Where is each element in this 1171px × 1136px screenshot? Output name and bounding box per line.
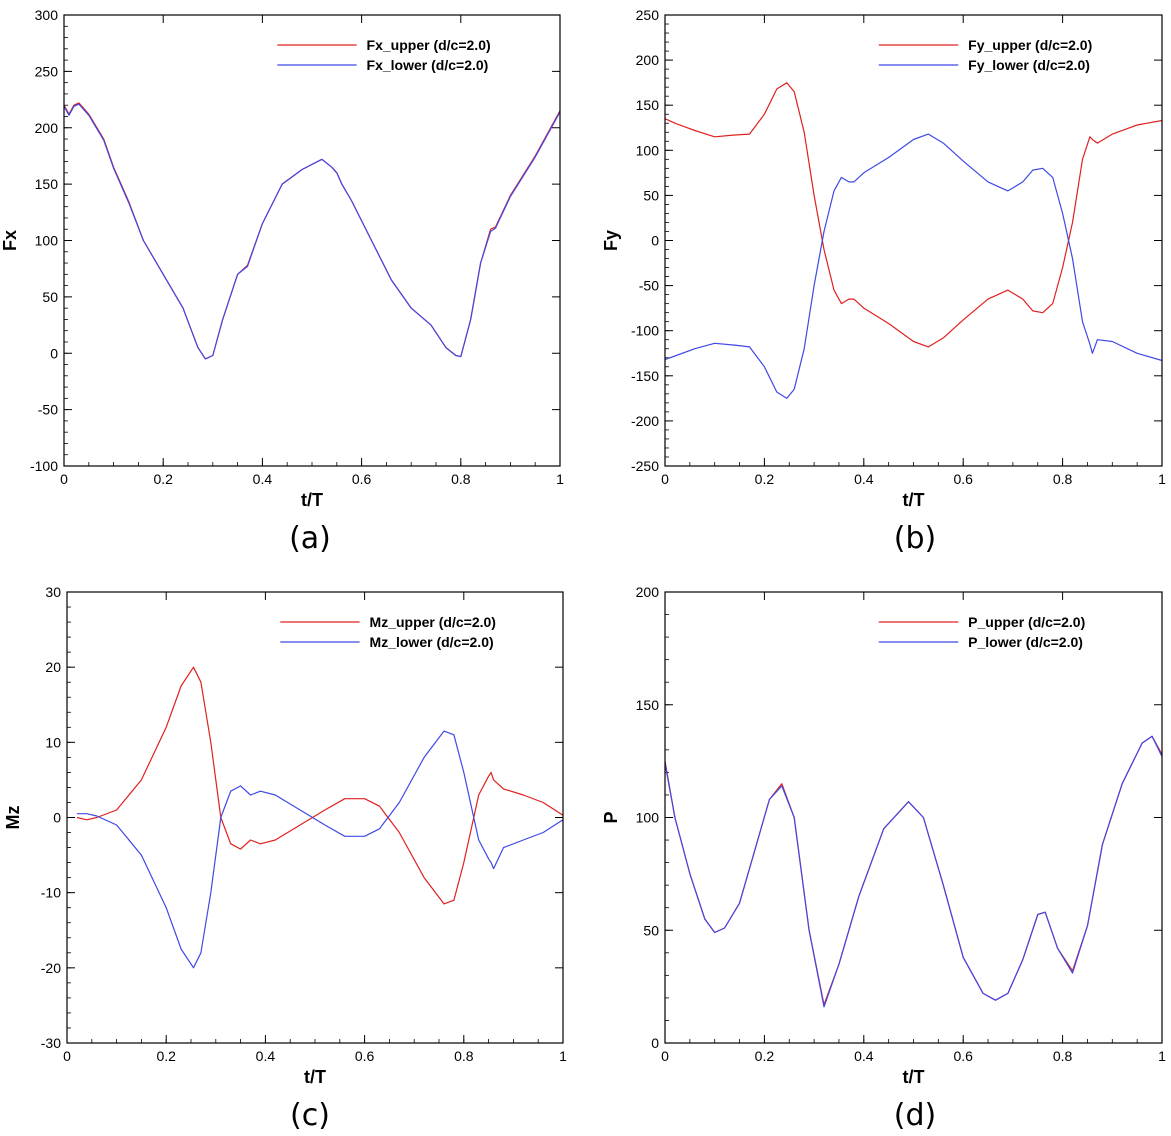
panel-caption: (c) bbox=[290, 1098, 330, 1133]
x-tick-label: 0.4 bbox=[256, 1048, 276, 1064]
x-tick-label: 0.6 bbox=[355, 1048, 375, 1064]
x-tick-label: 0.6 bbox=[953, 471, 973, 487]
plot-frame bbox=[63, 14, 561, 467]
y-tick-label: -100 bbox=[631, 323, 659, 339]
y-tick-label: -30 bbox=[41, 1035, 61, 1051]
x-tick-label: 0 bbox=[661, 471, 669, 487]
x-tick-label: 0.8 bbox=[451, 471, 471, 487]
y-tick-label: 100 bbox=[35, 233, 59, 249]
y-tick-label: 10 bbox=[45, 734, 61, 750]
x-tick-label: 0 bbox=[60, 471, 68, 487]
y-tick-label: -150 bbox=[631, 368, 659, 384]
legend-label: Mz_upper (d/c=2.0) bbox=[370, 614, 496, 630]
x-axis-label: t/T bbox=[903, 490, 925, 510]
plot-frame bbox=[66, 591, 564, 1044]
legend-label: Fx_upper (d/c=2.0) bbox=[367, 37, 491, 53]
series-line-upper bbox=[664, 82, 1163, 348]
x-tick-label: 0.2 bbox=[156, 1048, 176, 1064]
x-axis-label: t/T bbox=[301, 490, 323, 510]
y-tick-label: 100 bbox=[636, 142, 660, 158]
y-tick-label: 150 bbox=[636, 97, 660, 113]
x-axis-label: t/T bbox=[903, 1067, 925, 1087]
x-tick-label: 0.4 bbox=[854, 471, 874, 487]
y-tick-label: -10 bbox=[41, 885, 61, 901]
y-tick-label: 200 bbox=[35, 120, 59, 136]
y-tick-label: 150 bbox=[636, 697, 660, 713]
y-tick-label: 0 bbox=[50, 345, 58, 361]
x-tick-label: 1 bbox=[556, 471, 564, 487]
y-tick-label: -50 bbox=[639, 278, 659, 294]
legend-label: Fy_upper (d/c=2.0) bbox=[968, 37, 1092, 53]
y-tick-label: -100 bbox=[30, 458, 58, 474]
y-axis-label: Mz bbox=[3, 806, 23, 830]
panel-c: 0 0.2 0.4 0.6 0.8 1 -30 -20 -10 0 10 20 30 Mz_upper (… bbox=[3, 584, 567, 1133]
x-tick-label: 0.6 bbox=[352, 471, 372, 487]
plot-frame bbox=[664, 591, 1163, 1044]
y-axis-label: P bbox=[601, 811, 621, 823]
y-tick-label: 200 bbox=[636, 52, 660, 68]
x-tick-label: 0.4 bbox=[253, 471, 273, 487]
y-tick-label: 20 bbox=[45, 659, 61, 675]
x-tick-label: 0.2 bbox=[755, 471, 775, 487]
legend-label: Fy_lower (d/c=2.0) bbox=[968, 57, 1090, 73]
series-line-lower bbox=[664, 735, 1163, 1008]
series-line-lower bbox=[664, 133, 1163, 399]
y-tick-label: -200 bbox=[631, 413, 659, 429]
y-tick-label: -250 bbox=[631, 458, 659, 474]
y-tick-label: 0 bbox=[651, 1035, 659, 1051]
series-line-upper bbox=[76, 666, 564, 905]
x-axis-label: t/T bbox=[304, 1067, 326, 1087]
y-tick-label: 0 bbox=[651, 233, 659, 249]
x-tick-label: 0.4 bbox=[854, 1048, 874, 1064]
y-tick-label: 250 bbox=[636, 7, 660, 23]
x-tick-label: 0.6 bbox=[953, 1048, 973, 1064]
panel-b: 0 0.2 0.4 0.6 0.8 1 -250 -200 -150 -100 -50 0 50 100 1… bbox=[601, 7, 1166, 556]
series-line-upper bbox=[63, 102, 561, 360]
y-tick-label: 300 bbox=[35, 7, 59, 23]
legend-label: Fx_lower (d/c=2.0) bbox=[367, 57, 489, 73]
y-tick-label: 250 bbox=[35, 63, 59, 79]
x-tick-label: 0.8 bbox=[1053, 1048, 1073, 1064]
panel-caption: (b) bbox=[894, 521, 936, 556]
y-tick-label: 200 bbox=[636, 584, 660, 600]
series-line-upper bbox=[664, 735, 1163, 1006]
y-tick-label: 50 bbox=[643, 187, 659, 203]
series-line-lower bbox=[76, 730, 564, 969]
plot-frame bbox=[664, 14, 1163, 467]
x-tick-label: 0.8 bbox=[1053, 471, 1073, 487]
y-tick-label: 50 bbox=[42, 289, 58, 305]
x-tick-label: 0 bbox=[63, 1048, 71, 1064]
series-line-lower bbox=[63, 103, 561, 360]
legend-label: Mz_lower (d/c=2.0) bbox=[370, 634, 494, 650]
y-tick-label: -50 bbox=[38, 402, 58, 418]
x-tick-label: 0.8 bbox=[454, 1048, 474, 1064]
x-tick-label: 0.2 bbox=[755, 1048, 775, 1064]
legend-label: P_lower (d/c=2.0) bbox=[968, 634, 1083, 650]
y-tick-label: 100 bbox=[636, 810, 660, 826]
y-tick-label: 30 bbox=[45, 584, 61, 600]
x-tick-label: 0.2 bbox=[153, 471, 173, 487]
panel-caption: (a) bbox=[289, 521, 331, 556]
panel-caption: (d) bbox=[894, 1098, 936, 1133]
panel-d: 0 0.2 0.4 0.6 0.8 1 0 50 100 150 200 P_upper (d/c=2… bbox=[601, 584, 1166, 1133]
x-tick-label: 1 bbox=[1158, 471, 1166, 487]
legend-label: P_upper (d/c=2.0) bbox=[968, 614, 1085, 630]
y-tick-label: 150 bbox=[35, 176, 59, 192]
y-tick-label: 0 bbox=[53, 810, 61, 826]
x-tick-label: 0 bbox=[661, 1048, 669, 1064]
x-tick-label: 1 bbox=[1158, 1048, 1166, 1064]
y-axis-label: Fy bbox=[601, 230, 621, 251]
y-axis-label: Fx bbox=[0, 230, 20, 251]
panel-a: 0 0.2 0.4 0.6 0.8 1 -100 -50 0 50 100 150 200 250 300 F… bbox=[0, 7, 564, 556]
y-tick-label: -20 bbox=[41, 960, 61, 976]
y-tick-label: 50 bbox=[643, 922, 659, 938]
x-tick-label: 1 bbox=[559, 1048, 567, 1064]
